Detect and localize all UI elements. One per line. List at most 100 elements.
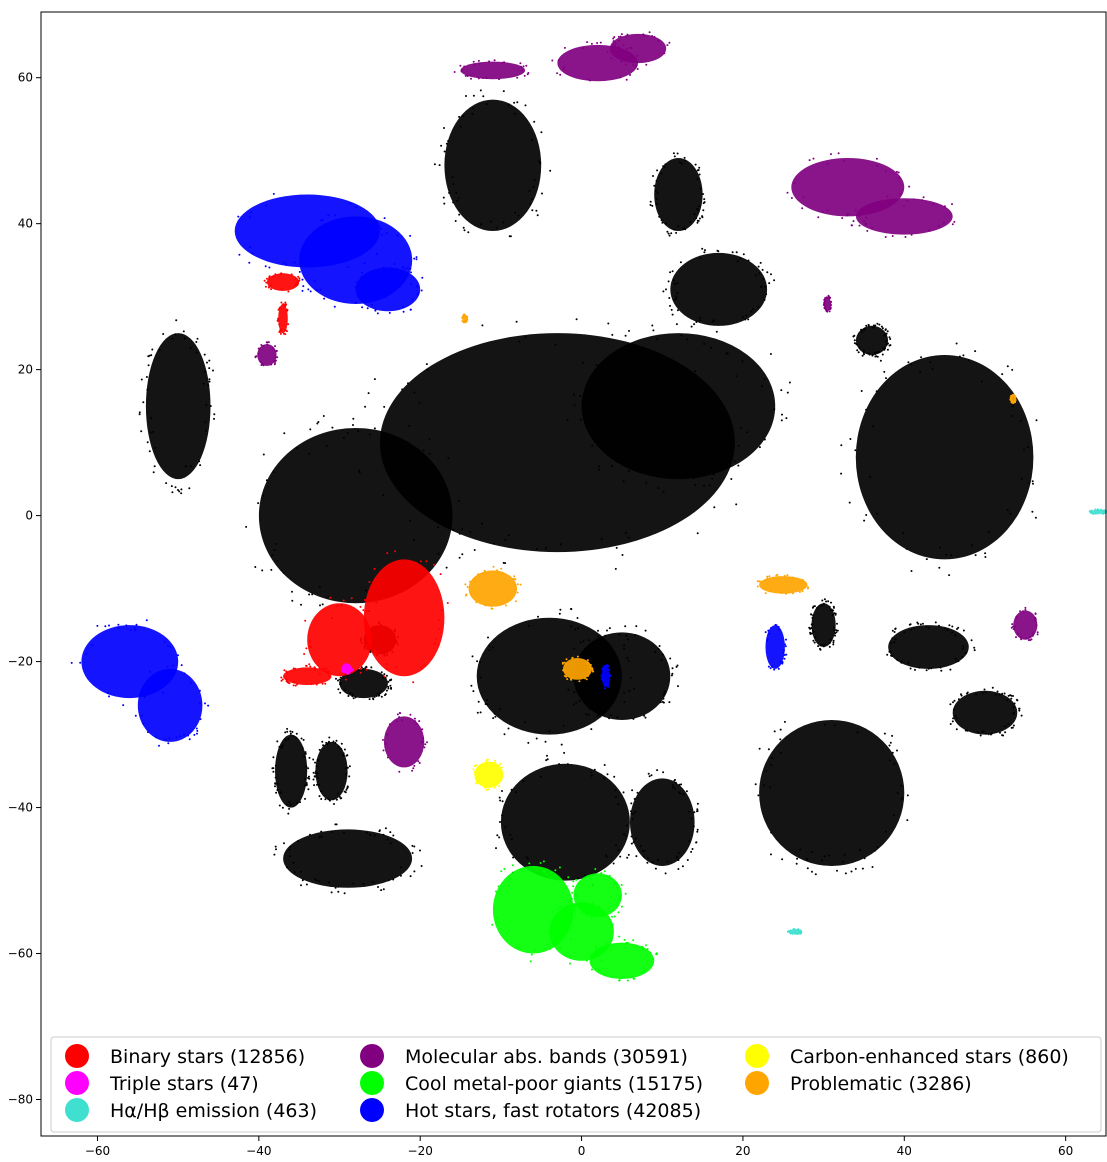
- series-0-cluster-point: [368, 581, 371, 583]
- unlabeled-cluster-point: [751, 308, 754, 310]
- unlabeled-cluster-point: [651, 204, 654, 207]
- unlabeled-cluster-point: [711, 320, 714, 323]
- series-6-cluster-point: [481, 763, 483, 766]
- unlabeled-cluster-point: [670, 232, 673, 235]
- unlabeled-cluster-point: [345, 773, 348, 776]
- unlabeled-cluster-point: [1019, 419, 1022, 422]
- unlabeled-cluster-point: [615, 844, 617, 847]
- unlabeled-cluster-point: [858, 346, 861, 349]
- series-3-cluster-point: [928, 229, 931, 232]
- series-5-cluster-point: [416, 285, 418, 288]
- series-4-cluster-point: [610, 939, 613, 942]
- unlabeled-cluster-point: [479, 711, 482, 714]
- unlabeled-cluster-point: [541, 192, 543, 195]
- unlabeled-cluster-point: [635, 855, 638, 858]
- series-5-cluster-point: [782, 649, 785, 652]
- unlabeled-cluster-point: [165, 482, 168, 485]
- series-5-cluster-point: [167, 742, 170, 745]
- series-3-cluster-point: [481, 77, 484, 79]
- series-0-cluster-point: [437, 644, 440, 647]
- series-5-cluster-point: [383, 217, 386, 220]
- unlabeled-cluster-point: [531, 209, 534, 212]
- unlabeled-cluster-point: [498, 796, 501, 799]
- series-3-cluster-point: [898, 176, 901, 179]
- series-3-cluster-point: [828, 310, 831, 313]
- unlabeled-cluster-point: [875, 355, 878, 358]
- series-0-cluster-point: [294, 684, 297, 687]
- unlabeled-cluster-point: [354, 696, 357, 699]
- series-7-cluster-point: [504, 604, 507, 607]
- unlabeled-cluster-point: [985, 691, 987, 694]
- unlabeled-cluster-point: [692, 477, 695, 479]
- unlabeled-cluster-point: [328, 799, 331, 802]
- unlabeled-cluster-point: [678, 783, 681, 786]
- unlabeled-cluster-point: [905, 547, 908, 550]
- unlabeled-cluster-point: [313, 775, 316, 778]
- unlabeled-cluster-point: [644, 716, 647, 719]
- series-0-cluster-point: [438, 627, 441, 630]
- unlabeled-cluster-point: [825, 600, 828, 603]
- unlabeled-cluster-point: [501, 800, 504, 803]
- unlabeled-cluster-point: [660, 172, 663, 175]
- series-7-cluster-point: [477, 573, 479, 576]
- series-5-cluster-point: [301, 278, 304, 281]
- series-3-cluster-point: [523, 74, 526, 77]
- unlabeled-cluster-point: [606, 773, 609, 776]
- series-7-cluster-point: [470, 593, 473, 596]
- unlabeled-cluster-point: [373, 834, 376, 837]
- series-2-cluster-point: [789, 929, 792, 932]
- unlabeled-cluster-point: [288, 801, 291, 804]
- unlabeled-cluster-point: [717, 250, 720, 253]
- unlabeled-cluster-point: [763, 438, 766, 441]
- unlabeled-cluster-point: [582, 640, 585, 643]
- series-7-cluster-point: [565, 675, 568, 678]
- unlabeled-cluster-point: [703, 198, 706, 201]
- series-5-cluster-point: [238, 253, 241, 256]
- series-3-cluster-point: [613, 36, 616, 38]
- series-4-cluster-point: [497, 885, 500, 888]
- series-5-cluster-point: [91, 644, 94, 647]
- series-7-cluster-point: [516, 583, 519, 586]
- unlabeled-cluster-point: [573, 691, 576, 693]
- unlabeled-cluster-point: [593, 768, 596, 771]
- unlabeled-cluster-point: [696, 178, 699, 181]
- unlabeled-cluster-point: [806, 859, 809, 862]
- unlabeled-cluster-point: [883, 334, 886, 337]
- series-3-cluster-point: [420, 741, 423, 744]
- series-4-cluster-point: [569, 955, 572, 958]
- unlabeled-cluster-point: [690, 850, 693, 853]
- unlabeled-cluster: [625, 769, 699, 875]
- unlabeled-cluster-point: [567, 688, 570, 691]
- series-0-cluster-point: [318, 667, 321, 670]
- unlabeled-cluster-point: [284, 738, 287, 741]
- unlabeled-cluster-point: [690, 817, 693, 820]
- series-7-cluster-point: [1014, 394, 1016, 397]
- unlabeled-cluster-point: [579, 641, 582, 644]
- unlabeled-cluster-point: [289, 732, 292, 735]
- series-3-cluster-point: [830, 300, 832, 303]
- unlabeled-cluster-point: [150, 417, 153, 419]
- unlabeled-cluster-point: [344, 688, 346, 691]
- unlabeled-cluster-point: [896, 658, 899, 661]
- unlabeled-cluster-point: [673, 155, 676, 158]
- unlabeled-cluster-point: [597, 635, 600, 638]
- unlabeled-cluster-point: [891, 734, 894, 737]
- unlabeled-cluster-point: [617, 849, 620, 852]
- unlabeled-cluster-point: [318, 586, 321, 588]
- unlabeled-cluster-point: [286, 866, 288, 869]
- series-3-cluster-point: [1024, 606, 1027, 609]
- unlabeled-cluster-point: [288, 848, 291, 851]
- series-0-cluster-point: [294, 284, 297, 287]
- series-3-cluster-point: [401, 719, 403, 722]
- unlabeled-cluster-point: [871, 866, 874, 868]
- series-5-cluster: [600, 664, 611, 690]
- unlabeled-cluster-point: [922, 622, 924, 625]
- series-4-cluster-point: [620, 884, 623, 886]
- series-5-cluster-point: [771, 665, 774, 668]
- unlabeled-cluster-point: [860, 390, 863, 392]
- unlabeled-cluster-point: [611, 465, 614, 467]
- unlabeled-cluster-point: [767, 748, 770, 751]
- unlabeled-cluster-point: [889, 344, 892, 347]
- unlabeled-cluster-point: [865, 324, 868, 327]
- unlabeled-cluster-point: [454, 220, 457, 222]
